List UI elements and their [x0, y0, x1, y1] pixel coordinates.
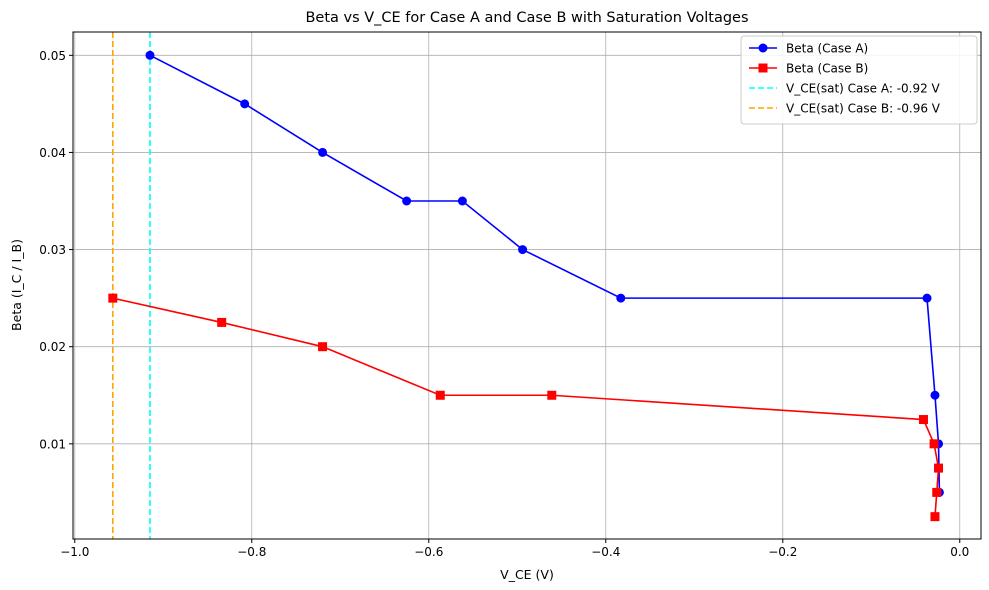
- x-axis-ticks: −1.0 −0.8 −0.6 −0.4 −0.2 0.0: [60, 539, 969, 559]
- data-point-marker: [145, 50, 155, 60]
- y-tick-label: 0.02: [39, 340, 66, 354]
- data-point-marker: [929, 439, 939, 449]
- x-tick-label: 0.0: [950, 545, 969, 559]
- data-point-marker: [930, 390, 940, 400]
- data-point-marker: [457, 196, 467, 206]
- data-point-marker: [402, 196, 412, 206]
- y-tick-label: 0.04: [39, 146, 66, 160]
- series-line: [112, 297, 940, 517]
- data-point-marker: [108, 293, 118, 303]
- data-point-marker: [930, 512, 940, 522]
- x-tick-label: −0.4: [591, 545, 620, 559]
- data-point-marker: [922, 293, 932, 303]
- data-point-marker: [318, 147, 328, 157]
- data-point-marker: [318, 342, 328, 352]
- plot-area-frame: [72, 31, 982, 540]
- legend-box: [740, 35, 978, 125]
- data-point-marker: [518, 245, 528, 255]
- x-tick-label: −0.8: [237, 545, 266, 559]
- x-tick-label: −1.0: [60, 545, 89, 559]
- y-axis-ticks: 0.01 0.02 0.03 0.04 0.05: [39, 49, 73, 451]
- legend-label: V_CE(sat) Case A: -0.92 V: [786, 82, 941, 96]
- legend-label: V_CE(sat) Case B: -0.96 V: [786, 102, 941, 116]
- data-point-marker: [217, 317, 227, 327]
- chart-title: Beta vs V_CE for Case A and Case B with …: [305, 10, 748, 26]
- data-point-marker: [240, 99, 250, 109]
- x-tick-label: −0.2: [768, 545, 797, 559]
- x-axis-label: V_CE (V): [500, 567, 554, 582]
- data-series: [108, 50, 944, 522]
- data-point-marker: [934, 463, 944, 473]
- y-axis-label: Beta (I_C / I_B): [9, 239, 24, 331]
- legend-label: Beta (Case B): [786, 62, 868, 76]
- data-point-marker: [932, 487, 942, 497]
- data-point-marker: [435, 390, 445, 400]
- legend: Beta (Case A) Beta (Case B) V_CE(sat) Case…: [740, 35, 978, 125]
- data-point-marker: [547, 390, 557, 400]
- y-tick-label: 0.03: [39, 243, 66, 257]
- data-point-marker: [616, 293, 626, 303]
- x-tick-label: −0.6: [414, 545, 443, 559]
- data-point-marker: [918, 415, 928, 425]
- y-tick-label: 0.01: [39, 437, 66, 451]
- y-tick-label: 0.05: [39, 49, 66, 63]
- legend-marker-swatch: [758, 43, 768, 53]
- saturation-lines: [112, 32, 151, 539]
- legend-marker-swatch: [758, 63, 768, 73]
- legend-label: Beta (Case A): [786, 42, 868, 56]
